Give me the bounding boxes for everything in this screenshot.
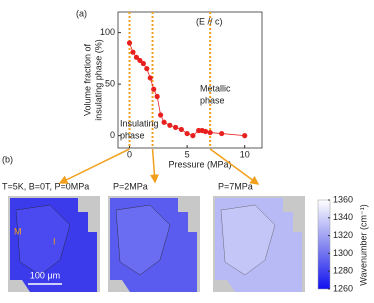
pressure-arrow — [149, 148, 159, 184]
data-point — [202, 128, 209, 135]
region-label: I — [53, 236, 56, 246]
data-point — [130, 49, 136, 55]
colorbar-tick-label: 1260 — [333, 283, 353, 293]
data-point — [161, 119, 167, 125]
annotation: Insulating — [120, 118, 159, 128]
colorbar-tick-label: 1320 — [333, 230, 353, 240]
colorbar-tick-label: 1340 — [333, 212, 353, 222]
pressure-arrow — [209, 148, 260, 185]
map-title: P=7MPa — [218, 181, 253, 191]
annotation: phase — [120, 130, 145, 140]
map-title: T=5K, B=0T, P=0MPa — [2, 181, 89, 191]
map-0 — [8, 196, 100, 292]
panel-label: (a) — [76, 8, 87, 18]
region-label: M — [14, 226, 22, 236]
data-point — [140, 60, 146, 67]
data-point — [147, 75, 153, 81]
y-tick-label: 0 — [110, 130, 115, 140]
y-tick-label: 50 — [105, 78, 115, 88]
colorbar-label: Wavenumber (cm⁻¹) — [358, 204, 368, 285]
colorbar-tick-label: 1360 — [333, 194, 353, 204]
x-tick-label: 5 — [185, 149, 190, 159]
x-axis-label: Pressure (MPa) — [168, 159, 231, 169]
data-point — [207, 129, 213, 136]
data-point — [219, 130, 225, 137]
data-point — [184, 130, 190, 137]
map-2 — [213, 196, 305, 292]
y-tick-label: 100 — [100, 27, 115, 37]
data-point — [133, 54, 140, 60]
map-1 — [108, 196, 200, 292]
x-tick-label: 10 — [240, 149, 250, 159]
data-point — [158, 112, 164, 118]
plot-frame — [117, 11, 263, 149]
data-point — [151, 86, 157, 92]
y-axis-label: Volume fraction of — [82, 43, 92, 116]
data-point — [190, 133, 196, 139]
annotation: Metallic — [200, 83, 231, 93]
colorbar-tick-label: 1280 — [333, 266, 353, 276]
colorbar — [317, 199, 331, 290]
x-tick-label: 0 — [127, 149, 132, 159]
data-point — [144, 66, 150, 72]
data-point — [126, 40, 133, 46]
annotation: (E // c) — [196, 16, 223, 26]
data-point — [137, 57, 143, 64]
data-point — [173, 124, 179, 130]
data-point — [178, 126, 184, 133]
annotation: phase — [200, 95, 225, 105]
map-title: P=2MPa — [113, 181, 148, 191]
data-point — [154, 93, 160, 100]
colorbar-tick-label: 1300 — [333, 248, 353, 258]
pressure-arrow — [58, 148, 130, 184]
panel-label: (b) — [2, 154, 13, 164]
data-point — [167, 122, 173, 128]
data-point — [242, 133, 248, 139]
scale-bar-label: 100 μm — [30, 270, 60, 280]
y-axis-label: insulating phase (%) — [93, 39, 103, 121]
